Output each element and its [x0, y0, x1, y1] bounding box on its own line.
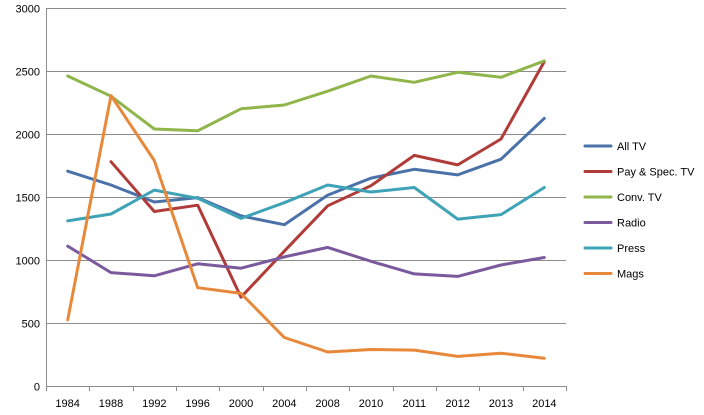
legend-label: Pay & Spec. TV	[617, 167, 695, 179]
x-tick-label: 2014	[532, 398, 556, 410]
legend-label: Press	[617, 243, 646, 255]
legend-item-press: Press	[583, 243, 646, 255]
series-line-pay-spec-tv	[109, 60, 546, 299]
legend: All TV Pay & Spec. TV Conv. TV Radio Press Ma…	[583, 141, 695, 281]
gridlines	[46, 8, 566, 324]
y-tick-label: 500	[22, 319, 40, 331]
legend-item-mags: Mags	[583, 269, 644, 281]
legend-item-all-tv: All TV	[583, 141, 647, 153]
x-tick-label: 2010	[359, 398, 383, 410]
x-tick-label: 2008	[315, 398, 339, 410]
x-tick-label: 1984	[55, 398, 79, 410]
x-tick-label: 2012	[445, 398, 469, 410]
legend-item-radio: Radio	[583, 218, 646, 230]
y-tick-label: 1000	[16, 256, 40, 268]
legend-item-pay-spec-tv: Pay & Spec. TV	[583, 167, 695, 179]
x-tick-label: 1992	[142, 398, 166, 410]
series-line-mags	[66, 94, 546, 360]
y-tick-label: 0	[34, 382, 40, 394]
legend-label: Mags	[617, 269, 644, 281]
x-tick-label: 2004	[272, 398, 296, 410]
x-tick-label: 2000	[229, 398, 253, 410]
series-line-conv-tv	[66, 59, 546, 133]
series-lines	[66, 59, 546, 360]
x-tick-label: 1996	[185, 398, 209, 410]
x-tick-label: 1988	[99, 398, 123, 410]
legend-label: Radio	[617, 218, 646, 230]
y-tick-label: 2000	[16, 130, 40, 142]
y-tick-label: 2500	[16, 67, 40, 79]
axes: 0 500 1000 1500 2000 2500 3000 1984 1988 1992 1996…	[16, 4, 567, 410]
x-tick-label: 2011	[403, 398, 427, 410]
legend-label: All TV	[617, 141, 647, 153]
series-line-press	[66, 183, 546, 223]
series-line-radio	[66, 244, 546, 278]
y-tick-label: 1500	[16, 193, 40, 205]
legend-item-conv-tv: Conv. TV	[583, 192, 662, 204]
y-tick-label: 3000	[16, 4, 40, 16]
legend-label: Conv. TV	[617, 192, 662, 204]
x-tick-label: 2013	[489, 398, 513, 410]
series-line-all-tv	[66, 116, 546, 227]
